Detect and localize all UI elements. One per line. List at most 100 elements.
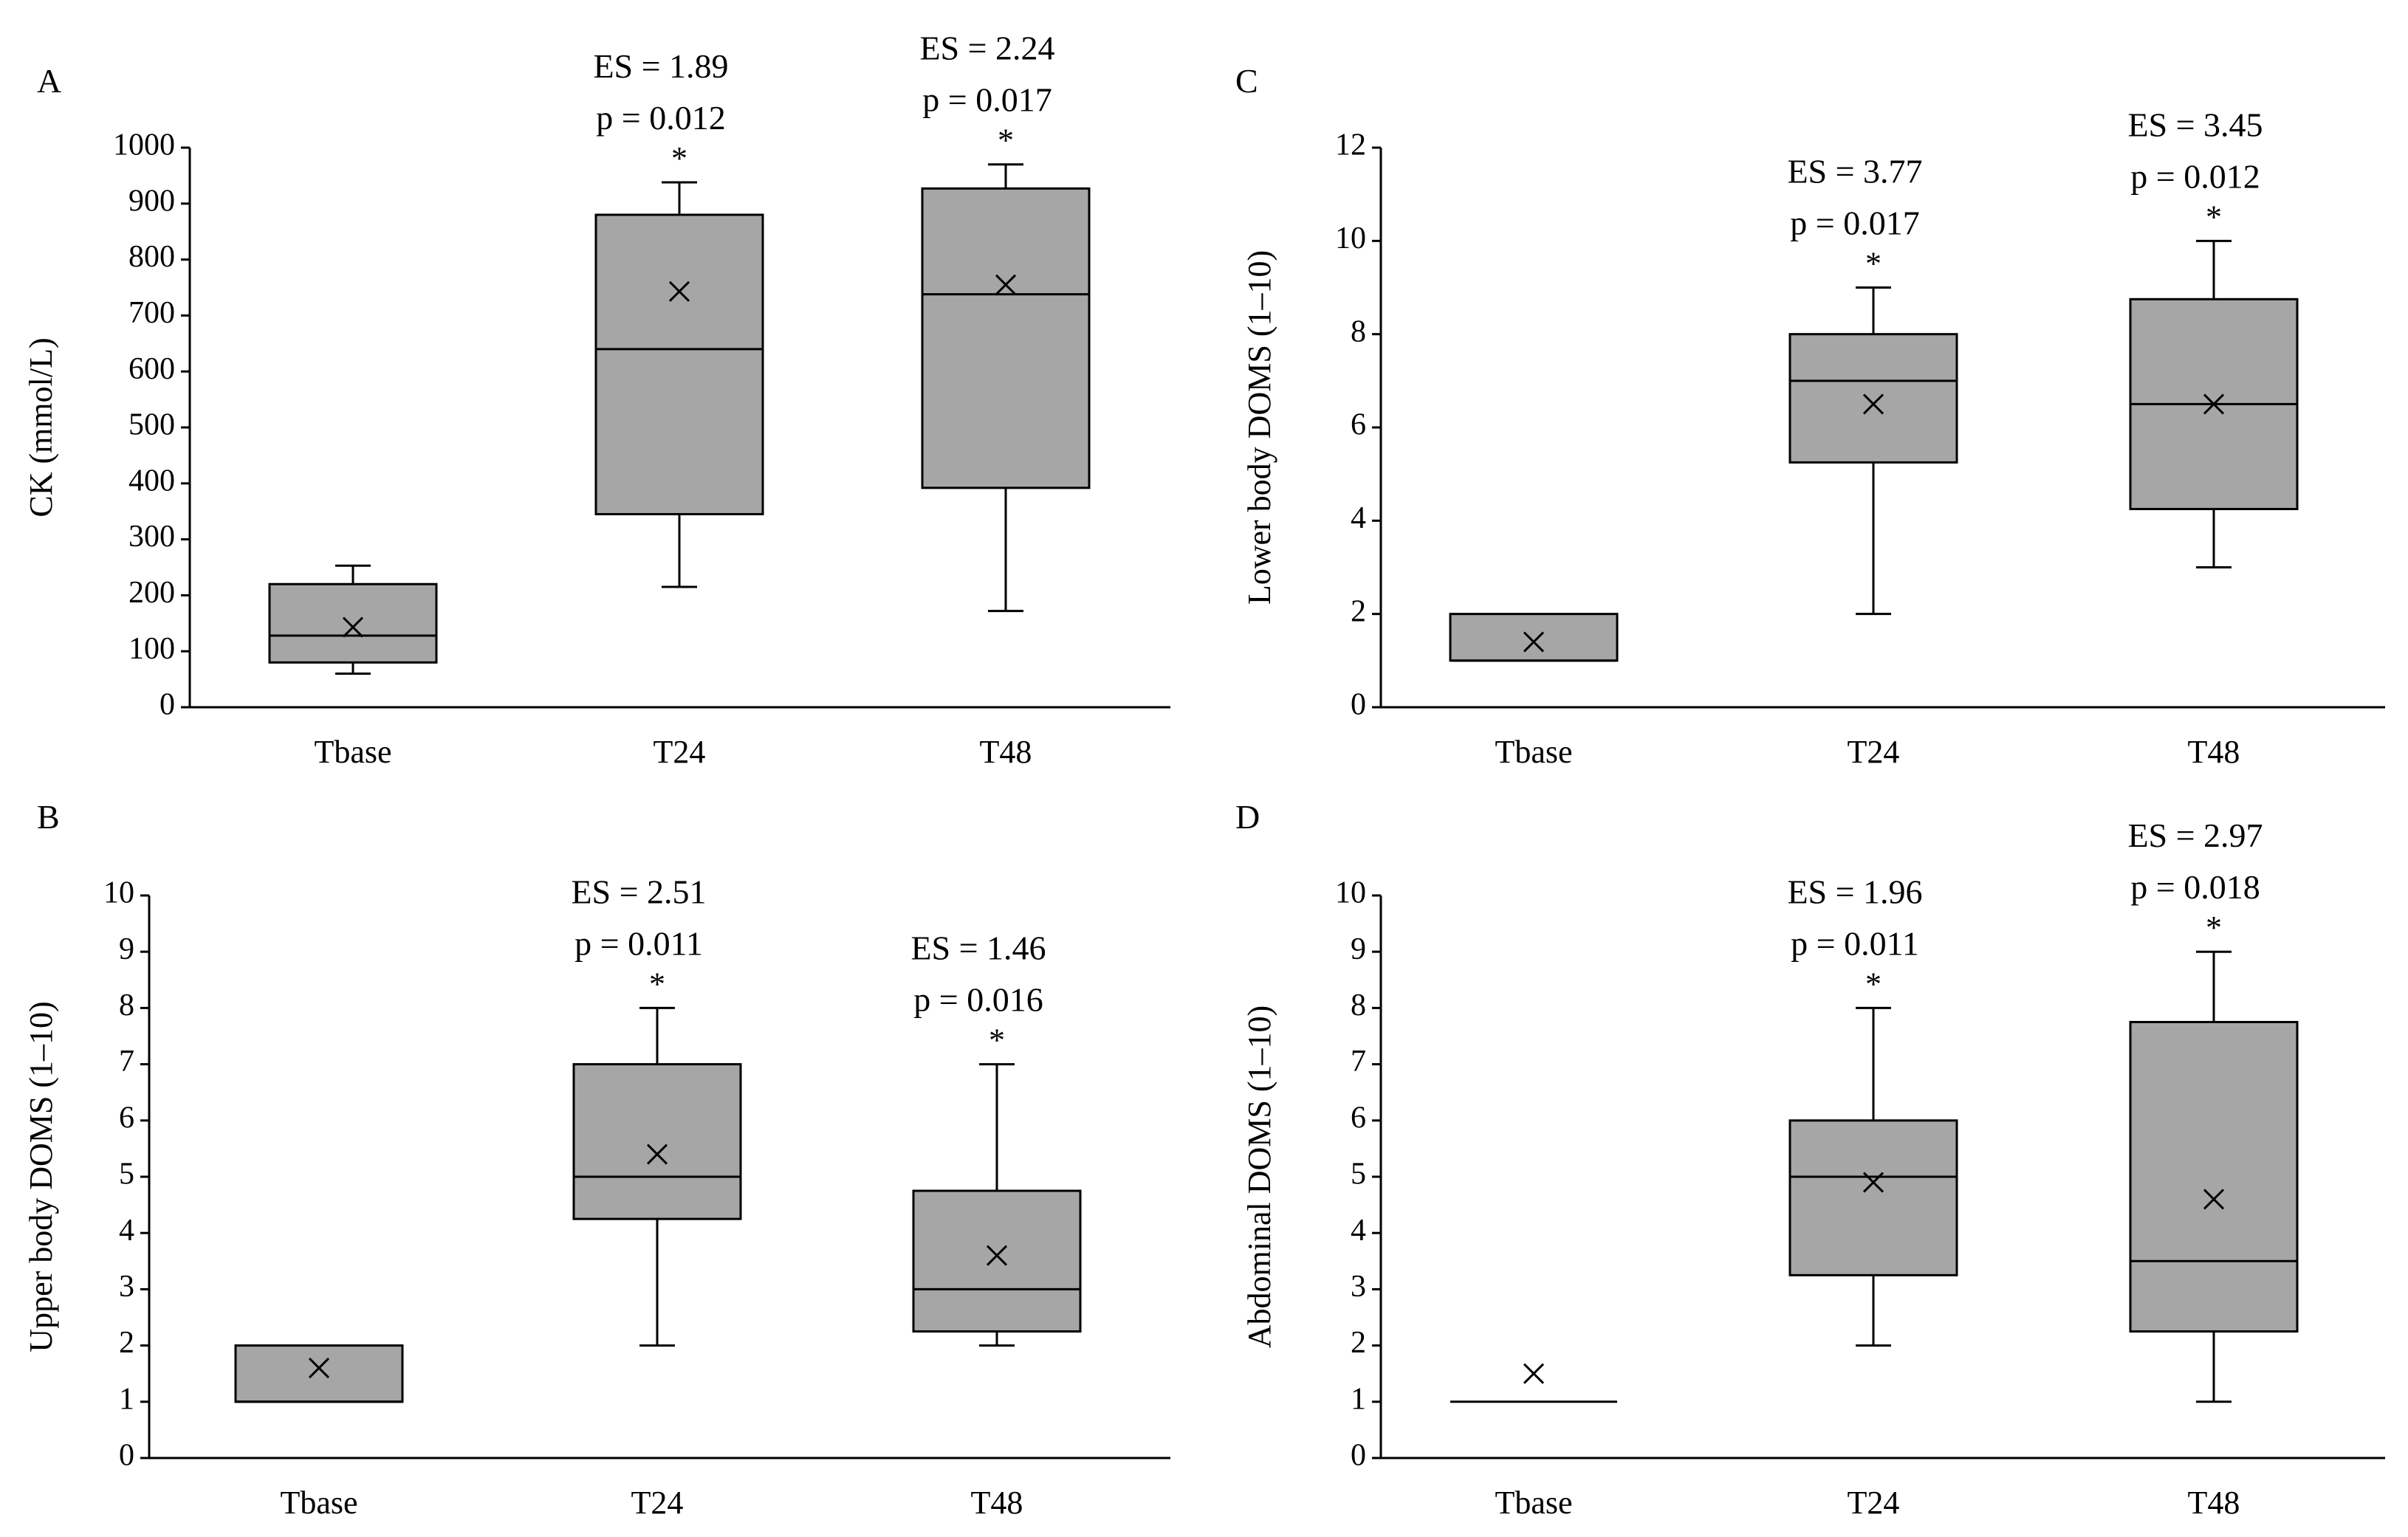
x-tick-label: Tbase xyxy=(314,734,391,770)
panel-d: D Abdominal DOMS (1–10) 0 1 2 3 4 5 6 7 8 9 10 Tbase T… xyxy=(1235,798,2385,1521)
significance-star: * xyxy=(671,140,687,176)
mean-marker-stroke xyxy=(986,1245,1008,1266)
y-axis-title: Upper body DOMS (1–10) xyxy=(23,1001,59,1352)
y-tick-label: 0 xyxy=(119,1439,134,1473)
p-value-label: p = 0.011 xyxy=(1791,924,1919,962)
mean-marker xyxy=(1862,1172,1884,1193)
y-tick-label: 300 xyxy=(128,520,175,554)
panel-label: C xyxy=(1235,62,1258,100)
mean-marker xyxy=(2203,393,2225,415)
box-t48: * p = 0.018 ES = 2.97 xyxy=(2127,816,2299,1403)
p-value-label: p = 0.012 xyxy=(2130,157,2260,195)
mean-marker xyxy=(308,1358,330,1379)
y-tick-label: 2 xyxy=(119,1326,134,1360)
significance-star: * xyxy=(989,1022,1005,1059)
p-value-label: p = 0.011 xyxy=(574,924,703,962)
box-iqr xyxy=(1788,333,1958,464)
y-tick-label: 1 xyxy=(119,1382,134,1416)
mean-marker-stroke xyxy=(2203,393,2225,415)
panel-label: B xyxy=(37,798,60,836)
y-tick-label: 6 xyxy=(1351,408,1366,442)
significance-star: * xyxy=(1865,246,1882,282)
y-tick-label: 7 xyxy=(1351,1045,1366,1079)
y-tick-label: 0 xyxy=(1351,1439,1366,1473)
significance-star: * xyxy=(649,966,665,1002)
box-iqr xyxy=(1449,613,1619,662)
mean-marker-stroke xyxy=(342,616,364,638)
mean-marker-stroke xyxy=(1523,1363,1545,1384)
y-tick-label: 1 xyxy=(1351,1382,1366,1416)
x-tick-label: Tbase xyxy=(1495,1485,1572,1521)
y-axis-title: Abdominal DOMS (1–10) xyxy=(1241,1005,1277,1348)
box-tbase xyxy=(1449,613,1619,662)
x-tick-label: T24 xyxy=(1848,1485,1900,1521)
y-tick-label: 500 xyxy=(128,408,175,442)
panel-b: B Upper body DOMS (1–10) 0 1 2 3 4 5 6 7 8 9 10 Tbase… xyxy=(23,798,1170,1521)
mean-marker-stroke xyxy=(1523,631,1545,653)
x-tick-label: Tbase xyxy=(280,1485,357,1521)
box-t48: * p = 0.012 ES = 3.45 xyxy=(2127,106,2299,568)
effect-size-label: ES = 2.51 xyxy=(571,873,706,910)
y-axis-title: CK (mmol/L) xyxy=(23,337,59,517)
x-tick-label: T24 xyxy=(1848,734,1900,770)
p-value-label: p = 0.017 xyxy=(922,81,1052,119)
x-tick-label: T48 xyxy=(2188,734,2240,770)
mean-marker xyxy=(2203,1189,2225,1210)
effect-size-label: ES = 2.24 xyxy=(919,30,1054,67)
y-tick-label: 5 xyxy=(119,1158,134,1192)
y-tick-label: 4 xyxy=(119,1214,134,1248)
y-tick-label: 9 xyxy=(1351,932,1366,966)
y-tick-label: 4 xyxy=(1351,501,1366,535)
box-iqr xyxy=(234,1344,404,1403)
effect-size-label: ES = 1.89 xyxy=(593,47,728,85)
mean-marker xyxy=(1523,631,1545,653)
box-t48: * p = 0.017 ES = 2.24 xyxy=(919,30,1091,613)
box-iqr xyxy=(1788,1119,1958,1276)
mean-marker-stroke xyxy=(1862,1172,1884,1193)
mean-marker-stroke xyxy=(2203,1189,2225,1210)
box-tbase xyxy=(234,1344,404,1403)
box-iqr xyxy=(2129,1020,2299,1333)
y-tick-label: 3 xyxy=(119,1270,134,1304)
y-tick-label: 2 xyxy=(1351,1326,1366,1360)
y-tick-label: 200 xyxy=(128,576,175,610)
x-tick-label: T24 xyxy=(654,734,706,770)
y-tick-label: 400 xyxy=(128,464,175,498)
mean-marker-stroke xyxy=(1862,393,1884,415)
box-iqr xyxy=(594,213,764,515)
box-tbase xyxy=(1450,1363,1617,1403)
mean-marker xyxy=(342,616,364,638)
mean-marker xyxy=(1523,1363,1545,1384)
p-value-label: p = 0.012 xyxy=(596,99,725,137)
box-t48: *p = 0.016 ES = 1.46 xyxy=(910,929,1082,1347)
y-tick-label: 100 xyxy=(128,632,175,666)
mean-marker xyxy=(646,1144,668,1165)
panel-a: A CK (mmol/L) 0 100 200 300 400 500 600 700 800 900… xyxy=(23,30,1170,770)
x-tick-label: T24 xyxy=(631,1485,684,1521)
box-t24: *p = 0.012 ES = 1.89 xyxy=(593,47,764,588)
y-tick-label: 10 xyxy=(1335,221,1366,255)
y-tick-label: 12 xyxy=(1335,128,1366,162)
mean-marker-stroke xyxy=(646,1144,668,1165)
y-tick-label: 8 xyxy=(119,988,134,1022)
effect-size-label: ES = 3.77 xyxy=(1787,153,1922,190)
effect-size-label: ES = 1.46 xyxy=(910,929,1046,967)
significance-star: * xyxy=(1865,966,1882,1002)
y-tick-label: 800 xyxy=(128,240,175,274)
y-tick-label: 7 xyxy=(119,1045,134,1079)
mean-marker xyxy=(986,1245,1008,1266)
p-value-label: p = 0.018 xyxy=(2130,868,2260,906)
mean-marker-stroke xyxy=(308,1358,330,1379)
y-tick-label: 900 xyxy=(128,184,175,218)
significance-star: * xyxy=(998,123,1014,159)
box-iqr xyxy=(921,187,1091,489)
effect-size-label: ES = 3.45 xyxy=(2127,106,2263,143)
box-t24: * p = 0.011 ES = 2.51 xyxy=(571,873,742,1347)
box-iqr xyxy=(268,582,438,664)
y-tick-label: 1000 xyxy=(113,128,175,162)
y-tick-label: 8 xyxy=(1351,988,1366,1022)
y-tick-label: 4 xyxy=(1351,1214,1366,1248)
effect-size-label: ES = 2.97 xyxy=(2127,816,2263,854)
significance-star: * xyxy=(2206,199,2222,235)
